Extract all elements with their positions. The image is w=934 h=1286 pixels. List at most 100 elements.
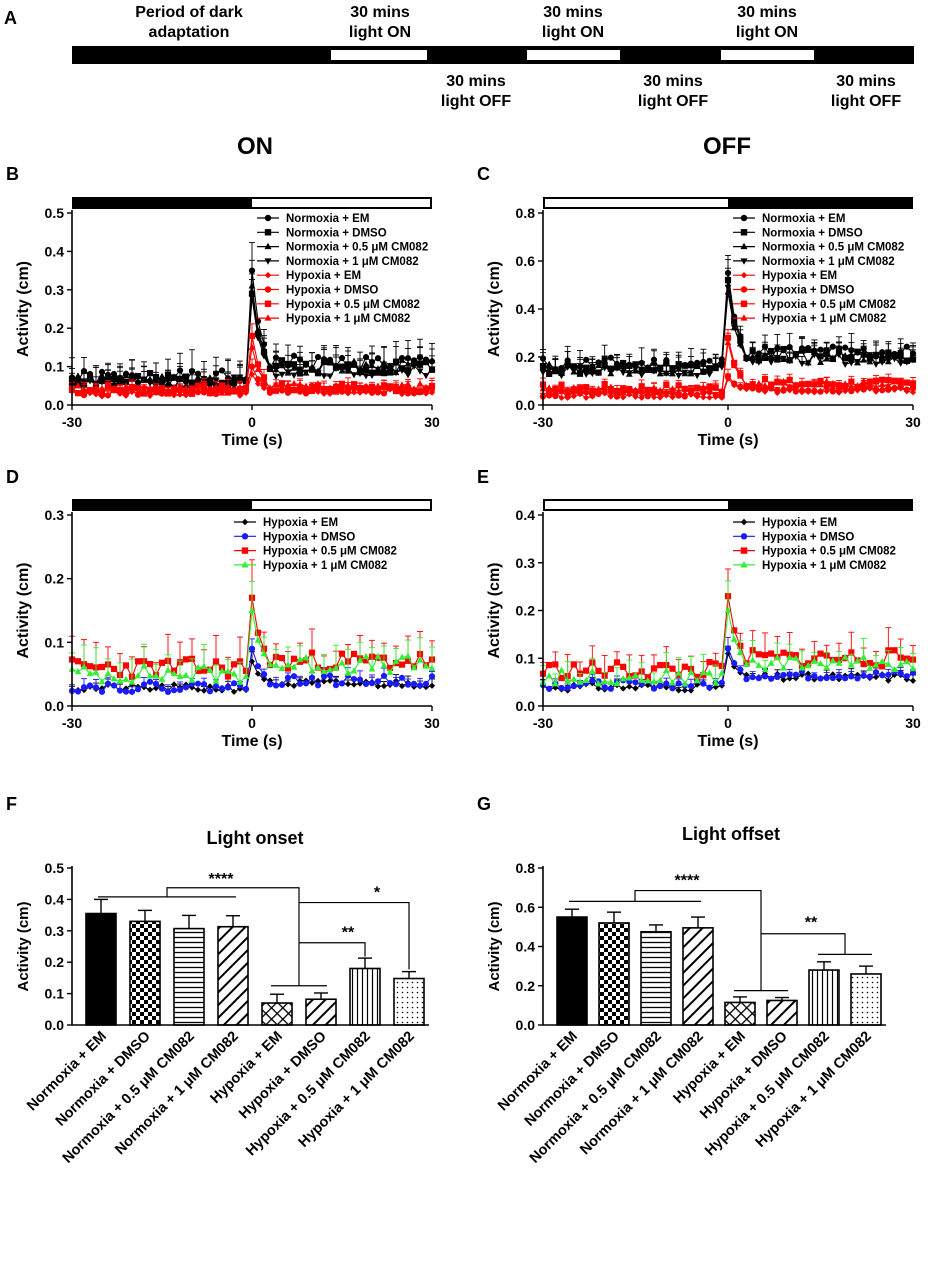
data-point (338, 382, 346, 390)
data-point (749, 383, 757, 390)
data-point (551, 680, 559, 687)
data-point (368, 665, 376, 672)
data-point (761, 665, 769, 673)
y-tick-label: 0.4 (45, 891, 65, 907)
data-point (774, 387, 781, 394)
data-point (302, 386, 310, 393)
data-point (657, 364, 664, 371)
data-point (638, 394, 645, 401)
data-point (278, 357, 286, 364)
data-point (362, 387, 370, 394)
data-point (386, 362, 394, 370)
data-point (780, 377, 787, 385)
data-point (792, 671, 799, 678)
data-point (675, 373, 683, 380)
data-point (134, 380, 142, 387)
panel-letter: B (6, 164, 19, 184)
data-point (551, 386, 559, 393)
bar (217, 925, 249, 1026)
data-point (374, 678, 382, 685)
bar (261, 1002, 293, 1026)
data-point (755, 359, 763, 366)
data-point (218, 667, 226, 674)
data-point (768, 347, 775, 355)
data-point (284, 674, 292, 681)
data-point (761, 381, 769, 389)
data-point (308, 667, 316, 674)
data-point (805, 670, 812, 677)
data-point (308, 674, 316, 681)
data-point (675, 392, 682, 399)
data-point (362, 354, 370, 361)
data-point (254, 636, 262, 643)
data-point (122, 388, 130, 395)
y-tick-label: 0.2 (516, 349, 536, 365)
data-point (558, 384, 565, 391)
data-point (718, 364, 726, 371)
y-axis-label: Activity (cm) (486, 261, 503, 357)
data-point (206, 390, 214, 397)
data-point (903, 673, 910, 680)
y-tick-label: 0.3 (45, 923, 65, 939)
bar (598, 922, 630, 1026)
legend-label: Hypoxia + DMSO (263, 531, 355, 543)
data-point (104, 669, 112, 677)
y-tick-label: 0.8 (516, 860, 536, 876)
x-tick-label: 0 (248, 715, 256, 731)
data-point (104, 383, 112, 390)
data-point (740, 272, 748, 279)
data-point (404, 385, 412, 392)
data-point (254, 380, 262, 387)
light-on-period-2 (527, 50, 620, 60)
legend-label: Normoxia + 0.5 μM CM082 (762, 242, 904, 254)
data-point (761, 652, 769, 659)
data-point (749, 656, 757, 663)
data-point (326, 373, 334, 380)
data-point (152, 385, 160, 392)
column-title-off: OFF (703, 133, 751, 160)
data-point (576, 387, 584, 395)
bar (85, 912, 117, 1026)
data-point (74, 658, 82, 665)
data-point (740, 214, 748, 222)
series-7 (68, 336, 436, 397)
data-point (260, 353, 268, 360)
line-chart-e: E 0.0 0.1 0.2 0.3 0.4 -30 0 30 Time (s) Activity (… (477, 467, 921, 750)
data-point (212, 387, 220, 394)
data-point (344, 365, 352, 372)
data-point (140, 681, 148, 688)
data-point (601, 383, 609, 390)
data-point (583, 356, 590, 363)
data-point (730, 361, 738, 369)
data-point (92, 668, 100, 676)
data-point (737, 666, 744, 673)
data-point (730, 635, 738, 642)
legend-label: Hypoxia + DMSO (762, 531, 854, 543)
schedule-bar (72, 46, 914, 64)
data-point (805, 346, 812, 353)
data-point (230, 670, 238, 677)
data-point (212, 658, 220, 665)
data-point (200, 681, 208, 688)
data-point (842, 387, 849, 395)
data-point (681, 680, 689, 687)
data-point (110, 370, 118, 378)
schedule-panel: A Period of dark adaptation 30 mins light … (4, 4, 914, 110)
data-point (669, 665, 676, 672)
data-point (786, 358, 794, 365)
data-point (601, 388, 608, 395)
data-point (116, 687, 124, 694)
data-point (854, 657, 861, 664)
data-point (724, 338, 732, 346)
data-point (786, 383, 794, 391)
data-point (823, 377, 831, 385)
data-point (86, 669, 94, 677)
data-point (675, 669, 683, 676)
data-point (693, 373, 701, 380)
data-point (338, 650, 346, 657)
data-point (607, 393, 614, 400)
data-point (230, 688, 238, 695)
data-point (755, 351, 763, 359)
data-point (804, 380, 812, 387)
data-point (308, 649, 316, 656)
